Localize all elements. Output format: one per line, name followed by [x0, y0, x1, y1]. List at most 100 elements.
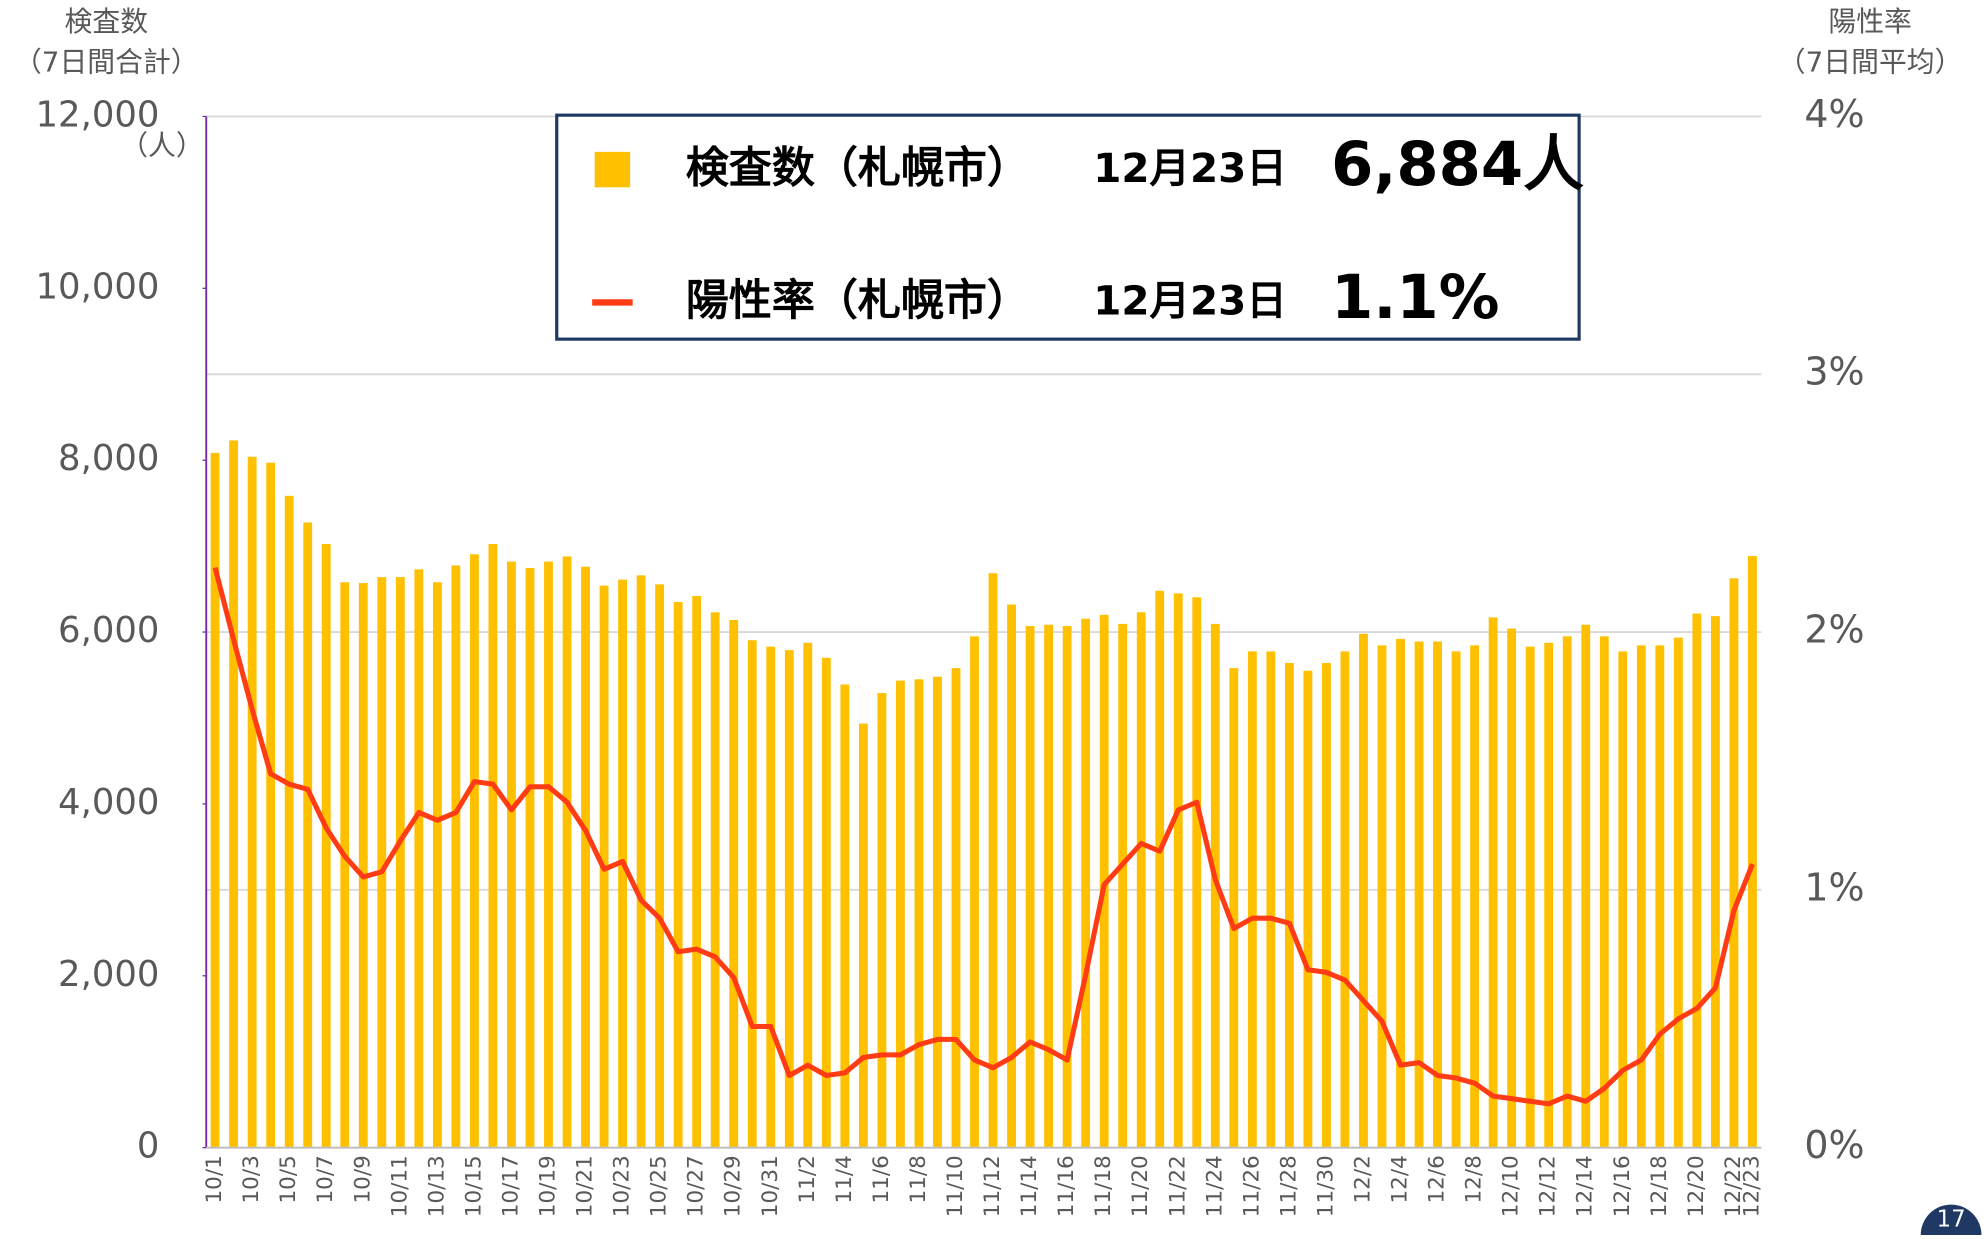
x-tick-label: 10/29: [721, 1155, 746, 1217]
x-tick-label: 10/11: [387, 1155, 412, 1217]
bar: [914, 679, 924, 1148]
bar: [303, 522, 313, 1148]
y-tick-label: 10,000: [36, 266, 160, 307]
bar: [321, 543, 331, 1148]
x-tick-label: 10/7: [313, 1155, 338, 1203]
bar: [803, 642, 813, 1148]
legend-value: 6,884人: [1331, 130, 1584, 200]
x-tick-label: 10/1: [202, 1155, 227, 1203]
bar: [1581, 624, 1591, 1148]
bar: [1729, 578, 1739, 1148]
legend-box: 検査数（札幌市） 12月23日 6,884人 陽性率（札幌市） 12月23日 1…: [555, 113, 1584, 341]
y-axis-title: 検査数: [65, 5, 149, 38]
bar: [692, 595, 702, 1148]
y-axis-unit: （人）: [120, 129, 203, 162]
bar: [1673, 637, 1683, 1148]
x-tick-label: 10/9: [350, 1155, 375, 1203]
bar: [821, 657, 831, 1148]
bar: [1433, 641, 1442, 1148]
bar: [1618, 651, 1628, 1148]
bar: [562, 556, 572, 1148]
bar: [507, 561, 516, 1148]
bar: [1488, 617, 1498, 1148]
x-tick-label: 11/18: [1091, 1155, 1116, 1217]
x-tick-label: 10/15: [461, 1155, 486, 1217]
bar: [1284, 662, 1294, 1148]
bar: [1247, 651, 1257, 1148]
x-tick-label: 11/2: [795, 1155, 820, 1203]
x-tick-label: 12/23: [1739, 1155, 1764, 1217]
legend-date: 12月23日: [1093, 277, 1287, 325]
bar: [766, 646, 776, 1148]
bar: [1007, 604, 1016, 1148]
bar: [933, 676, 942, 1148]
bar: [1062, 626, 1072, 1148]
x-tick-label: 11/22: [1165, 1155, 1190, 1217]
y-tick-label: 6,000: [58, 610, 159, 651]
x-tick-label: 10/3: [239, 1155, 264, 1203]
bar: [1710, 616, 1720, 1148]
bar: [1359, 633, 1368, 1148]
y2-axis-title: （7日間平均）: [1778, 45, 1963, 78]
bar: [340, 582, 350, 1148]
x-tick-label: 10/13: [424, 1155, 449, 1217]
bar: [729, 620, 739, 1148]
x-tick-label: 12/2: [1350, 1155, 1375, 1203]
x-tick-label: 10/31: [758, 1155, 783, 1217]
x-tick-label: 12/18: [1647, 1155, 1672, 1217]
y-tick-label: 0: [137, 1126, 160, 1167]
x-tick-label: 12/16: [1610, 1155, 1635, 1217]
bar: [1155, 590, 1165, 1148]
bar: [581, 566, 590, 1148]
bar: [1025, 626, 1035, 1148]
bar: [636, 575, 646, 1148]
x-tick-label: 11/24: [1202, 1155, 1227, 1217]
bar: [1655, 645, 1665, 1148]
bar: [970, 636, 979, 1148]
bar: [1229, 668, 1239, 1148]
bar: [1340, 651, 1350, 1148]
bar: [1081, 618, 1091, 1148]
bar: [1507, 628, 1517, 1148]
bar: [1266, 651, 1276, 1148]
x-tick-label: 12/22: [1721, 1155, 1746, 1217]
y2-axis-title: 陽性率: [1828, 5, 1912, 38]
bar: [544, 561, 553, 1148]
bar: [1544, 642, 1554, 1148]
x-tick-label: 11/6: [869, 1155, 894, 1203]
x-tick-label: 11/26: [1239, 1155, 1264, 1217]
x-tick-label: 12/8: [1462, 1155, 1487, 1203]
x-tick-label: 12/6: [1425, 1155, 1450, 1203]
x-tick-label: 10/21: [573, 1155, 598, 1217]
y-tick-label: 4,000: [58, 782, 159, 823]
bar: [1470, 645, 1480, 1148]
x-tick-label: 12/14: [1573, 1155, 1598, 1217]
bar: [1692, 613, 1702, 1148]
bar: [1748, 556, 1757, 1148]
bar: [840, 684, 850, 1148]
bar: [395, 577, 405, 1148]
x-tick-label: 10/17: [498, 1155, 523, 1217]
bar: [895, 680, 905, 1148]
bar: [358, 583, 368, 1148]
x-tick-label: 12/10: [1499, 1155, 1524, 1217]
bar: [377, 577, 387, 1148]
x-tick-label: 10/23: [610, 1155, 635, 1217]
bar: [1377, 645, 1387, 1148]
x-tick-label: 11/4: [832, 1155, 857, 1203]
x-tick-label: 10/19: [536, 1155, 561, 1217]
bar: [247, 456, 257, 1148]
y2-tick-label: 2%: [1804, 608, 1864, 652]
bar: [1525, 646, 1535, 1148]
y-tick-label: 8,000: [58, 438, 159, 479]
bar: [432, 582, 442, 1148]
bar: [1451, 651, 1461, 1148]
legend-value: 1.1%: [1331, 263, 1499, 333]
bar: [1599, 636, 1609, 1148]
x-tick-label: 11/12: [980, 1155, 1005, 1217]
y-axis-title: （7日間合計）: [14, 45, 199, 78]
bar: [210, 452, 220, 1148]
bar: [710, 612, 720, 1148]
page-badge: [1920, 1204, 1982, 1239]
